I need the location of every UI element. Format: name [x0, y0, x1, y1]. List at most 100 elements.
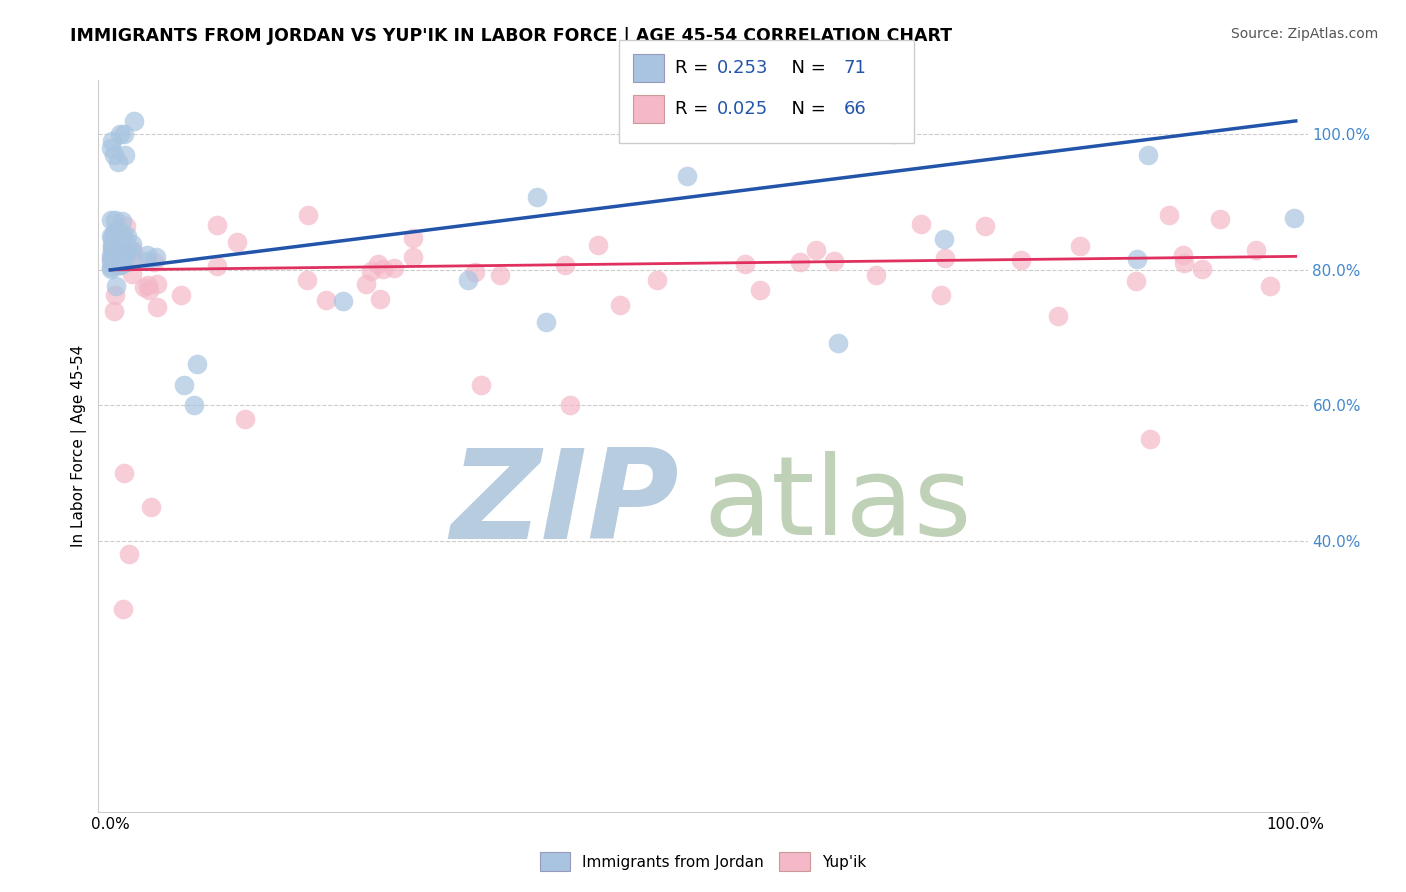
- Legend: Immigrants from Jordan, Yup'ik: Immigrants from Jordan, Yup'ik: [533, 847, 873, 877]
- Text: IMMIGRANTS FROM JORDAN VS YUP'IK IN LABOR FORCE | AGE 45-54 CORRELATION CHART: IMMIGRANTS FROM JORDAN VS YUP'IK IN LABO…: [70, 27, 952, 45]
- Point: [367, 257, 389, 271]
- Point: [104, 288, 127, 302]
- Point: [143, 255, 166, 269]
- Text: 0.025: 0.025: [717, 100, 768, 118]
- Point: [145, 250, 167, 264]
- Point: [115, 244, 138, 259]
- Point: [107, 258, 129, 272]
- Point: [101, 230, 124, 244]
- Point: [146, 277, 169, 291]
- Point: [1126, 252, 1149, 267]
- Point: [205, 218, 228, 232]
- Point: [114, 148, 136, 162]
- Point: [806, 243, 828, 257]
- Point: [1171, 248, 1194, 262]
- Point: [1244, 244, 1267, 258]
- Point: [297, 208, 319, 222]
- Text: N =: N =: [780, 100, 832, 118]
- Point: [827, 335, 849, 350]
- Point: [401, 250, 423, 264]
- Point: [115, 229, 138, 244]
- Point: [1157, 208, 1180, 222]
- Point: [135, 253, 157, 268]
- Point: [734, 258, 756, 272]
- Point: [104, 238, 127, 252]
- Point: [356, 277, 378, 291]
- Point: [823, 254, 845, 268]
- Point: [1260, 278, 1282, 293]
- Point: [100, 213, 122, 227]
- Point: [107, 231, 129, 245]
- Point: [100, 260, 122, 274]
- Point: [225, 235, 247, 249]
- Point: [139, 500, 162, 514]
- Point: [103, 226, 125, 240]
- Text: R =: R =: [675, 59, 714, 77]
- Point: [382, 261, 405, 276]
- Point: [108, 258, 131, 272]
- Point: [470, 378, 492, 392]
- Text: atlas: atlas: [703, 451, 972, 558]
- Point: [1125, 274, 1147, 288]
- Point: [560, 398, 582, 412]
- Point: [111, 229, 134, 244]
- Point: [402, 231, 425, 245]
- Point: [934, 251, 956, 265]
- Point: [295, 273, 318, 287]
- Point: [138, 278, 160, 293]
- Point: [103, 244, 125, 258]
- Point: [101, 241, 124, 255]
- Point: [103, 148, 125, 162]
- Point: [117, 255, 139, 269]
- Point: [675, 169, 697, 183]
- Point: [112, 466, 135, 480]
- Point: [115, 240, 138, 254]
- Point: [103, 244, 125, 258]
- Point: [112, 252, 135, 266]
- Point: [110, 258, 132, 272]
- Point: [104, 258, 127, 272]
- Point: [121, 237, 143, 252]
- Point: [136, 248, 159, 262]
- Point: [554, 258, 576, 272]
- Point: [121, 244, 143, 259]
- Point: [104, 279, 127, 293]
- Text: 71: 71: [844, 59, 866, 77]
- Text: R =: R =: [675, 100, 714, 118]
- Point: [108, 224, 131, 238]
- Point: [1069, 238, 1091, 252]
- Point: [1047, 309, 1070, 323]
- Text: Source: ZipAtlas.com: Source: ZipAtlas.com: [1230, 27, 1378, 41]
- Point: [104, 240, 127, 254]
- Point: [100, 254, 122, 268]
- Point: [205, 259, 228, 273]
- Point: [1137, 148, 1160, 162]
- Point: [748, 283, 770, 297]
- Point: [101, 240, 124, 254]
- Point: [332, 294, 354, 309]
- Point: [111, 239, 134, 253]
- Point: [101, 237, 124, 252]
- Point: [110, 245, 132, 260]
- Point: [112, 128, 135, 142]
- Point: [371, 262, 394, 277]
- Point: [173, 377, 195, 392]
- Point: [789, 255, 811, 269]
- Point: [464, 265, 486, 279]
- Point: [526, 190, 548, 204]
- Point: [103, 245, 125, 260]
- Point: [370, 292, 392, 306]
- Point: [146, 300, 169, 314]
- Point: [111, 214, 134, 228]
- Point: [121, 252, 143, 267]
- Point: [1208, 211, 1230, 226]
- Text: 66: 66: [844, 100, 866, 118]
- Point: [112, 229, 135, 244]
- Point: [100, 134, 122, 148]
- Point: [100, 251, 122, 265]
- Point: [103, 230, 125, 244]
- Point: [103, 304, 125, 318]
- Point: [457, 273, 479, 287]
- Point: [104, 248, 127, 262]
- Point: [100, 228, 122, 243]
